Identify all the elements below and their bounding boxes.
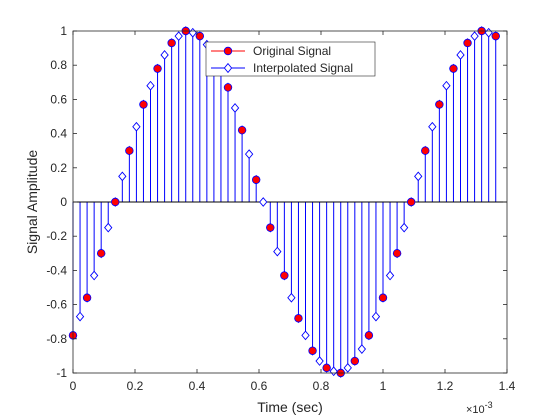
x-tick-label: 0.8	[313, 379, 330, 393]
original-signal-point	[350, 356, 360, 366]
original-signal-point	[111, 197, 120, 207]
x-axis-label: Time (sec)	[257, 399, 323, 415]
x-axis-ticks: 0 0.2 0.4 0.6 0.8 1 1.2 1.4	[70, 31, 516, 393]
original-signal-point	[392, 249, 402, 258]
original-signal-point	[139, 100, 148, 109]
original-signal-point	[251, 175, 261, 184]
legend-label-original-signal: Original Signal	[253, 44, 331, 58]
y-tick-label: 0	[60, 195, 67, 209]
original-signal-point	[322, 363, 331, 373]
interpolated-signal-point	[385, 270, 395, 281]
interpolated-signal-point	[174, 31, 183, 42]
y-tick-label: -0.4	[46, 263, 67, 277]
y-tick-label: -0.8	[46, 332, 67, 346]
x-tick-label: 0	[70, 379, 77, 393]
original-signal-point	[266, 223, 275, 232]
interpolated-signal-point	[456, 50, 465, 60]
y-tick-label: 0.4	[50, 127, 67, 141]
y-tick-label: -1	[56, 366, 67, 380]
x-tick-label: 1	[380, 379, 387, 393]
original-signal-point	[82, 293, 92, 302]
original-signal-point	[96, 249, 106, 258]
interpolated-signal-point	[287, 292, 296, 303]
interpolated-signal-point	[244, 149, 254, 160]
x-tick-label: 0.6	[251, 379, 268, 393]
x-tick-label: 1.4	[499, 379, 516, 393]
legend-label-interpolated-signal: Interpolated Signal	[253, 61, 353, 75]
x-axis-exponent-power: -3	[485, 400, 493, 410]
y-tick-label: 0.2	[50, 161, 67, 175]
interpolated-signal-point	[371, 311, 381, 322]
x-tick-label: 0.4	[189, 379, 206, 393]
original-signal-point	[378, 293, 388, 302]
interpolated-signal-point	[442, 80, 451, 91]
y-tick-label: -0.2	[46, 229, 67, 243]
interpolated-signal-point	[414, 171, 423, 182]
x-tick-label: 1.2	[437, 379, 454, 393]
interpolated-signal-point	[357, 344, 367, 354]
legend-box	[205, 41, 376, 77]
original-signal-point	[421, 146, 430, 155]
original-signal-point	[308, 346, 317, 355]
legend-marker-interpolated-signal	[223, 62, 233, 74]
interpolated-signal-point	[118, 171, 127, 182]
y-tick-label: 1	[60, 24, 67, 38]
x-axis-exponent: ×10-3	[466, 400, 493, 416]
interpolated-signal-point	[132, 121, 141, 132]
y-tick-label: 0.8	[50, 58, 67, 72]
original-signal-point	[491, 31, 500, 41]
interpolated-signal-point	[273, 246, 282, 257]
legend: Original Signal Interpolated Signal	[205, 41, 376, 77]
original-signal-markers	[68, 26, 500, 378]
y-axis-label: Signal Amplitude	[24, 150, 40, 255]
interpolated-signal-point	[470, 31, 479, 42]
x-axis-exponent-base: ×10	[466, 404, 485, 416]
original-signal-point	[237, 125, 247, 135]
y-tick-label: 0.6	[50, 92, 67, 106]
interpolated-signal-point	[301, 330, 310, 341]
original-signal-point	[364, 331, 374, 340]
y-axis-ticks: -1 -0.8 -0.6 -0.4 -0.2 0 0.2 0.4 0.6 0.8 1	[46, 24, 507, 380]
original-signal-point	[280, 271, 289, 280]
original-signal-point	[435, 100, 444, 109]
interpolated-signal-stems	[72, 31, 497, 373]
original-signal-point	[167, 38, 176, 48]
interpolated-signal-point	[399, 222, 409, 233]
original-signal-point	[223, 83, 233, 92]
interpolated-signal-point	[160, 50, 169, 60]
original-signal-point	[195, 31, 205, 41]
interpolated-signal-point	[259, 197, 268, 207]
original-signal-point	[463, 38, 472, 48]
y-tick-label: -0.6	[46, 298, 67, 312]
interpolated-signal-point	[315, 356, 324, 366]
x-tick-label: 0.2	[127, 379, 144, 393]
original-signal-point	[449, 64, 458, 73]
interpolated-signal-point	[230, 103, 240, 113]
interpolated-signal-point	[343, 362, 352, 373]
interpolated-signal-point	[146, 80, 155, 91]
original-signal-point	[125, 146, 134, 155]
legend-marker-original-signal	[223, 46, 233, 56]
original-signal-point	[294, 314, 303, 323]
interpolated-signal-point	[75, 311, 85, 322]
interpolated-signal-point	[104, 222, 113, 233]
original-signal-point	[406, 197, 416, 207]
interpolated-signal-point	[89, 270, 99, 281]
original-signal-point	[153, 64, 162, 73]
interpolated-signal-point	[428, 121, 437, 132]
